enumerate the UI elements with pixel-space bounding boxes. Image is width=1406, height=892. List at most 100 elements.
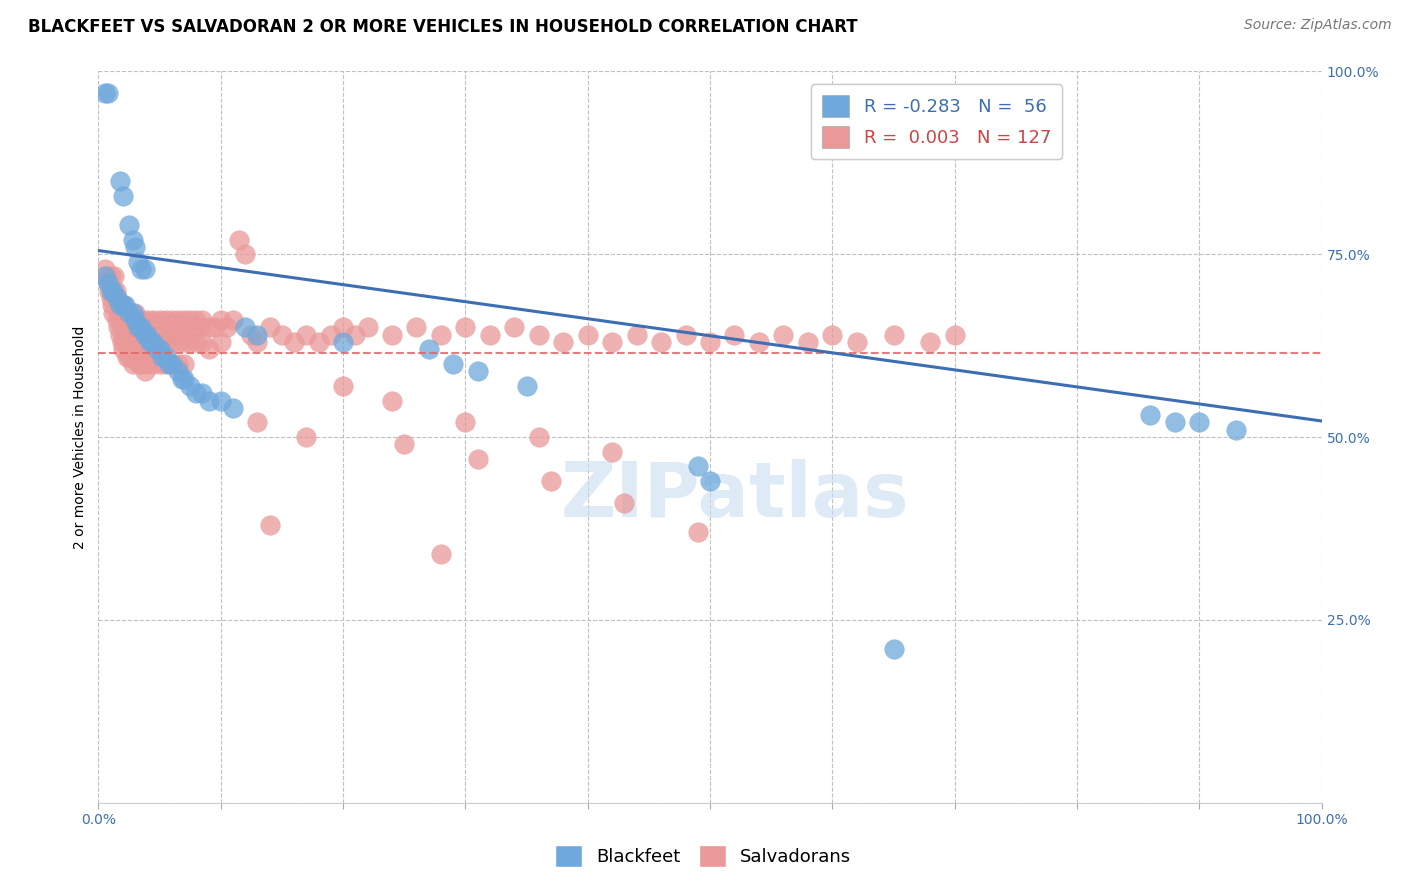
Point xyxy=(165,327,187,342)
Point xyxy=(167,313,190,327)
Point xyxy=(134,343,156,357)
Point xyxy=(146,343,169,357)
Point xyxy=(920,334,942,349)
Point xyxy=(527,430,550,444)
Point xyxy=(186,386,208,401)
Point xyxy=(93,261,115,276)
Point xyxy=(197,320,219,334)
Point xyxy=(142,334,165,349)
Point xyxy=(124,350,146,364)
Point xyxy=(139,334,162,349)
Point xyxy=(183,320,205,334)
Point xyxy=(259,517,281,532)
Point xyxy=(191,334,214,349)
Point xyxy=(191,386,214,401)
Point xyxy=(142,357,165,371)
Point xyxy=(101,284,124,298)
Point xyxy=(179,379,201,393)
Point xyxy=(515,379,537,393)
Text: BLACKFEET VS SALVADORAN 2 OR MORE VEHICLES IN HOUSEHOLD CORRELATION CHART: BLACKFEET VS SALVADORAN 2 OR MORE VEHICL… xyxy=(28,18,858,36)
Point xyxy=(772,327,794,342)
Point xyxy=(110,327,132,342)
Point xyxy=(136,313,159,327)
Point xyxy=(430,547,453,561)
Point xyxy=(215,320,238,334)
Point xyxy=(454,416,477,430)
Point xyxy=(222,313,245,327)
Point xyxy=(132,327,155,342)
Point xyxy=(441,357,464,371)
Point xyxy=(197,393,219,408)
Point xyxy=(149,313,172,327)
Point xyxy=(167,357,190,371)
Point xyxy=(699,334,721,349)
Point xyxy=(295,327,318,342)
Point xyxy=(111,343,134,357)
Point xyxy=(111,298,134,312)
Point xyxy=(155,313,177,327)
Point xyxy=(101,298,124,312)
Point xyxy=(405,320,427,334)
Point xyxy=(129,261,152,276)
Point xyxy=(845,334,868,349)
Point xyxy=(155,350,177,364)
Point xyxy=(540,474,562,488)
Point xyxy=(686,525,709,540)
Point xyxy=(118,306,141,320)
Point xyxy=(177,327,200,342)
Point xyxy=(356,320,378,334)
Point xyxy=(209,313,232,327)
Point xyxy=(160,334,183,349)
Point xyxy=(204,320,226,334)
Point xyxy=(344,327,367,342)
Point xyxy=(136,334,159,349)
Point xyxy=(430,327,453,342)
Point xyxy=(134,327,156,342)
Point xyxy=(821,327,844,342)
Point xyxy=(121,306,143,320)
Point xyxy=(97,277,120,291)
Point xyxy=(127,343,149,357)
Point xyxy=(129,357,152,371)
Point xyxy=(723,327,745,342)
Point xyxy=(142,334,165,349)
Point xyxy=(233,247,256,261)
Point xyxy=(613,496,636,510)
Point xyxy=(222,401,245,415)
Point xyxy=(142,313,165,327)
Point xyxy=(308,334,330,349)
Point xyxy=(136,357,159,371)
Y-axis label: 2 or more Vehicles in Household: 2 or more Vehicles in Household xyxy=(73,326,87,549)
Point xyxy=(1164,416,1187,430)
Point xyxy=(118,218,141,232)
Point xyxy=(129,334,152,349)
Point xyxy=(295,430,318,444)
Point xyxy=(111,188,134,202)
Point xyxy=(110,298,132,312)
Point xyxy=(228,233,250,247)
Point xyxy=(149,343,172,357)
Point xyxy=(1225,423,1247,437)
Text: Source: ZipAtlas.com: Source: ZipAtlas.com xyxy=(1244,18,1392,32)
Point xyxy=(125,334,148,349)
Point xyxy=(160,313,183,327)
Point xyxy=(129,313,152,327)
Point xyxy=(1139,408,1161,422)
Point xyxy=(100,284,122,298)
Point xyxy=(173,313,195,327)
Point xyxy=(418,343,440,357)
Point xyxy=(93,87,115,101)
Point xyxy=(103,269,125,284)
Point xyxy=(124,306,146,320)
Point xyxy=(146,327,169,342)
Point xyxy=(576,327,599,342)
Point xyxy=(121,334,143,349)
Point xyxy=(93,269,115,284)
Point xyxy=(188,320,211,334)
Point xyxy=(134,364,156,378)
Point xyxy=(98,284,121,298)
Point xyxy=(136,327,159,342)
Point xyxy=(155,334,177,349)
Point xyxy=(121,357,143,371)
Point xyxy=(167,334,190,349)
